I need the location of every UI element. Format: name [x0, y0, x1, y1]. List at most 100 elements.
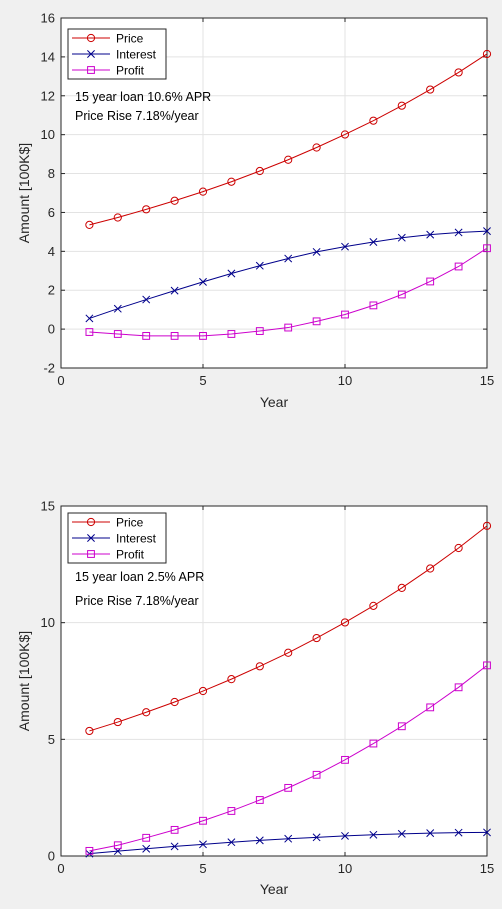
data-point-price	[85, 726, 94, 736]
legend-label-interest: Interest	[116, 48, 157, 62]
data-point-price	[369, 116, 378, 125]
x-axis-label: Year	[260, 881, 289, 897]
y-tick-label: 10	[41, 615, 55, 630]
y-tick-label: 2	[48, 283, 55, 298]
annotation-text: Price Rise 7.18%/year	[75, 594, 199, 608]
data-point-price	[284, 155, 293, 164]
y-tick-label: 10	[41, 127, 55, 142]
data-point-profit	[227, 807, 236, 815]
legend-marker-profit	[87, 550, 95, 558]
data-point-profit	[426, 703, 435, 712]
data-point-interest	[227, 838, 236, 847]
data-point-profit	[454, 683, 463, 692]
series-line-profit	[89, 664, 488, 852]
data-point-profit	[255, 327, 264, 335]
data-point-profit	[284, 323, 293, 332]
legend: Price Interest Profit	[67, 512, 167, 564]
data-point-profit	[199, 816, 207, 825]
y-tick-label: 6	[48, 205, 55, 220]
series-interest	[85, 828, 491, 858]
annotation-text: 15 year loan 10.6% APR	[75, 90, 211, 104]
legend-label-profit: Profit	[116, 548, 145, 562]
data-point-price	[312, 633, 321, 643]
x-tick-label: 15	[480, 373, 494, 388]
data-point-interest	[142, 295, 151, 304]
data-point-interest	[454, 828, 463, 837]
x-tick-label: 5	[199, 373, 206, 388]
data-point-profit	[227, 330, 236, 338]
data-point-price	[113, 717, 122, 727]
series-profit	[85, 661, 491, 855]
data-point-profit	[341, 755, 349, 764]
data-point-price	[170, 196, 179, 205]
legend: Price Interest Profit	[67, 28, 167, 80]
data-point-profit	[312, 770, 321, 779]
data-point-interest	[284, 254, 293, 263]
data-point-profit	[170, 332, 179, 340]
data-point-interest	[85, 314, 94, 323]
data-point-profit	[170, 825, 179, 834]
data-point-price	[340, 130, 350, 139]
data-point-price	[227, 675, 236, 684]
data-point-interest	[255, 261, 264, 270]
y-axis-label: Amount [100K$]	[16, 631, 32, 731]
data-point-price	[454, 68, 463, 77]
x-tick-label: 10	[338, 373, 352, 388]
series-line-profit	[89, 247, 488, 337]
series-profit	[85, 244, 491, 340]
series-line-price	[89, 525, 488, 732]
legend-marker-interest	[87, 534, 95, 542]
data-point-interest	[199, 840, 207, 849]
y-tick-label: 12	[41, 88, 55, 103]
data-point-price	[397, 101, 406, 110]
data-point-interest	[369, 238, 378, 246]
data-point-price	[198, 187, 208, 196]
data-point-price	[284, 648, 293, 657]
legend-label-profit: Profit	[116, 64, 145, 78]
data-point-profit	[397, 722, 406, 731]
data-point-profit	[255, 796, 264, 804]
x-tick-label: 10	[338, 861, 352, 876]
data-point-interest	[255, 836, 264, 845]
legend-label-price: Price	[116, 32, 144, 46]
series-price	[85, 49, 492, 229]
legend-label-price: Price	[116, 516, 144, 530]
data-point-price	[113, 213, 122, 222]
y-tick-label: 0	[48, 849, 55, 864]
data-point-interest	[170, 286, 179, 295]
chart-bottom: 0 5 10 15 0 5 10 15 Year Amount [100K$] Price Inter…	[16, 499, 494, 898]
data-point-price	[426, 564, 435, 573]
x-tick-label: 5	[199, 861, 206, 876]
data-point-price	[85, 220, 94, 229]
data-point-interest	[199, 277, 207, 286]
data-point-interest	[85, 849, 94, 858]
legend-marker-price	[86, 517, 96, 527]
data-point-profit	[142, 332, 151, 340]
legend-marker-price	[86, 33, 96, 43]
data-point-profit	[454, 262, 463, 271]
data-point-profit	[199, 332, 207, 340]
data-point-interest	[426, 230, 435, 239]
data-point-interest	[142, 844, 151, 853]
plot-area	[61, 506, 487, 856]
y-tick-label: 8	[48, 166, 55, 181]
data-point-interest	[426, 829, 435, 838]
data-point-profit	[284, 783, 293, 792]
series-price	[85, 521, 492, 736]
data-point-price	[142, 205, 151, 214]
data-point-profit	[85, 846, 94, 855]
data-point-profit	[369, 739, 378, 748]
data-point-profit	[483, 244, 491, 253]
x-tick-label: 0	[57, 861, 64, 876]
axes-box	[60, 17, 488, 369]
data-point-interest	[312, 833, 321, 842]
y-tick-label: 5	[48, 732, 55, 747]
data-point-profit	[312, 317, 321, 326]
data-point-interest	[341, 831, 349, 840]
data-point-price	[426, 85, 435, 94]
legend-marker-profit	[87, 66, 95, 74]
data-point-profit	[85, 328, 94, 336]
data-point-profit	[426, 277, 435, 286]
data-point-profit	[369, 301, 378, 310]
